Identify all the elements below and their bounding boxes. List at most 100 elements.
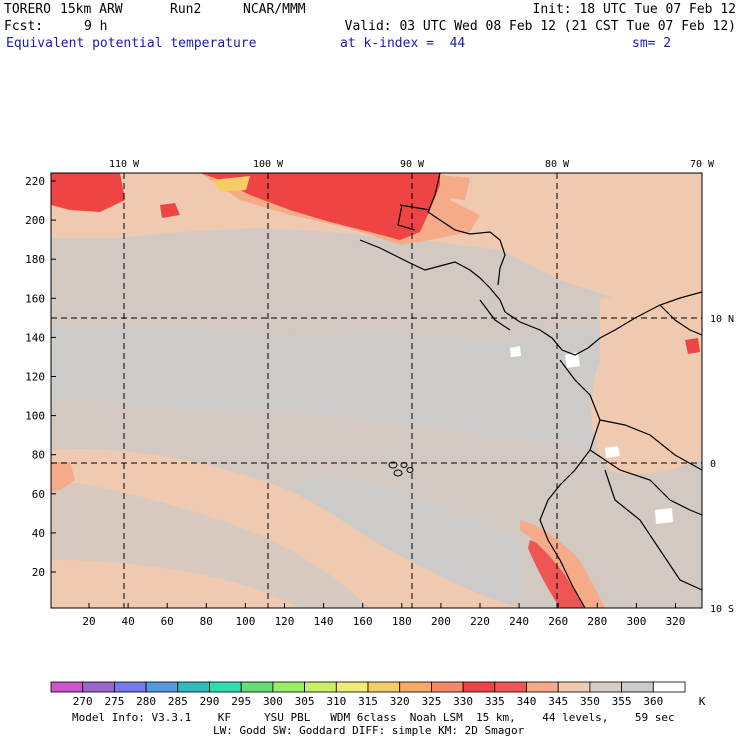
colorbar-box [652, 681, 686, 693]
x-tick-label: 220 [470, 615, 490, 628]
colorbar-level-label: 320 [390, 695, 410, 708]
x-tick-label: 280 [587, 615, 607, 628]
y-tick-label: 220 [25, 175, 45, 188]
colorbar-box [304, 681, 337, 693]
lat-label: 10 S [710, 604, 734, 615]
colorbar-level-label: 295 [231, 695, 251, 708]
colorbar-box [430, 681, 464, 693]
coastlines [359, 173, 702, 608]
x-tick-label: 120 [275, 615, 295, 628]
x-tick-label: 260 [548, 615, 568, 628]
x-axis-ticks: 20 40 60 80 100 120 140 160 180 200 220 240 260 280 30… [82, 603, 685, 628]
lon-label: 100 W [253, 159, 284, 170]
x-tick-label: 200 [431, 615, 451, 628]
colorbar-labels: 270 275 280 285 290 295 300 305 310 315 320 325 330 3… [73, 695, 663, 708]
y-tick-label: 120 [25, 371, 45, 384]
lat-label: 10 N [710, 314, 734, 325]
lon-label: 80 W [545, 159, 570, 170]
lon-label: 70 W [690, 159, 715, 170]
colorbar-box [462, 681, 496, 693]
colorbar-box [50, 681, 84, 693]
colorbar-box [399, 681, 432, 693]
colorbar-box [82, 681, 115, 693]
colorbar-box [114, 681, 147, 693]
colorbar-box [177, 681, 210, 693]
colorbar-level-label: 285 [168, 695, 188, 708]
lon-label: 110 W [109, 159, 140, 170]
colorbar-level-label: 310 [326, 695, 346, 708]
colorbar-level-label: 315 [358, 695, 378, 708]
colorbar-level-label: 350 [580, 695, 600, 708]
y-tick-label: 180 [25, 253, 45, 266]
colorbar-level-label: 325 [421, 695, 441, 708]
x-tick-label: 160 [353, 615, 373, 628]
model-name: TORERO [4, 2, 51, 17]
colorbar-unit: K [699, 695, 706, 708]
y-tick-label: 40 [32, 527, 45, 540]
model-info: Model Info: V3.3.1 KF YSU PBL WDM 6class… [72, 711, 675, 724]
colorbar-level-label: 305 [295, 695, 315, 708]
colorbar-level-label: 280 [136, 695, 156, 708]
colorbar-level-label: 275 [104, 695, 124, 708]
colorbar-box [526, 681, 559, 693]
equivalent-potential-temperature-field [51, 173, 702, 608]
y-tick-label: 200 [25, 214, 45, 227]
x-tick-label: 240 [509, 615, 529, 628]
colorbar-box [240, 681, 274, 693]
x-tick-label: 40 [121, 615, 134, 628]
level-label: at k-index = 44 [340, 36, 466, 51]
smoothing-label: sm= 2 [632, 36, 672, 51]
fcst-label: Fcst: [4, 19, 44, 34]
galapagos-islands [388, 461, 414, 477]
field-name: Equivalent potential temperature [6, 36, 257, 51]
x-tick-label: 140 [314, 615, 334, 628]
lat-lon-grid [51, 173, 702, 608]
colorbar-box [557, 681, 591, 693]
y-tick-label: 20 [32, 566, 45, 579]
colorbar-level-label: 330 [453, 695, 473, 708]
valid-time: Valid: 03 UTC Wed 08 Feb 12 (21 CST Tue … [344, 19, 736, 34]
colorbar-level-label: 360 [643, 695, 663, 708]
y-tick-label: 80 [32, 449, 45, 462]
lon-label: 90 W [400, 159, 425, 170]
resolution-label: 15km ARW [60, 2, 123, 17]
y-axis-ticks: 220 200 180 160 140 120 100 80 60 40 20 [25, 175, 56, 579]
x-tick-label: 20 [82, 615, 95, 628]
colorbar-level-label: 340 [517, 695, 537, 708]
latitude-labels: 10 N 0 10 S [710, 314, 734, 615]
y-tick-label: 160 [25, 292, 45, 305]
colorbar-level-label: 270 [73, 695, 93, 708]
colorbar-box [589, 681, 623, 693]
run-label: Run2 [170, 2, 202, 17]
colorbar-level-label: 290 [200, 695, 220, 708]
colorbar-box [494, 681, 527, 693]
x-tick-label: 60 [161, 615, 174, 628]
map-frame [50, 172, 703, 609]
colorbar-box [621, 681, 654, 693]
colorbar-level-label: 300 [263, 695, 283, 708]
x-tick-label: 300 [626, 615, 646, 628]
colorbar-level-label: 345 [548, 695, 568, 708]
x-tick-label: 100 [235, 615, 255, 628]
x-tick-label: 180 [392, 615, 412, 628]
colorbar-box [145, 681, 179, 693]
x-tick-label: 320 [666, 615, 686, 628]
colorbar-boxes [50, 681, 686, 693]
colorbar-box [272, 681, 305, 693]
y-tick-label: 60 [32, 488, 45, 501]
colorbar-level-label: 355 [612, 695, 632, 708]
org-label: NCAR/MMM [243, 2, 306, 17]
physics-info: LW: Godd SW: Goddard DIFF: simple KM: 2D… [213, 724, 525, 737]
x-tick-label: 80 [200, 615, 213, 628]
y-tick-label: 100 [25, 410, 45, 423]
colorbar-box [209, 681, 242, 693]
lat-label: 0 [710, 459, 716, 470]
colorbar-box [367, 681, 401, 693]
longitude-labels: 110 W 100 W 90 W 80 W 70 W [109, 159, 715, 170]
fcst-value: 9 h [84, 19, 108, 34]
colorbar-level-label: 335 [485, 695, 505, 708]
init-time: Init: 18 UTC Tue 07 Feb 12 [532, 2, 737, 17]
y-tick-label: 140 [25, 331, 45, 344]
